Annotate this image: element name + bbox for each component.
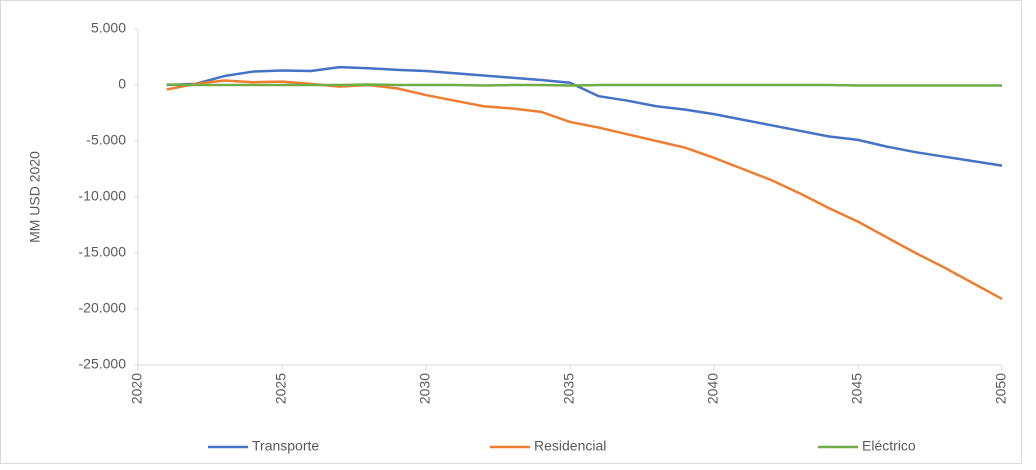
y-tick-label: -25.000 xyxy=(79,356,127,372)
line-series xyxy=(166,65,1003,167)
x-tick-label: 2050 xyxy=(993,373,1009,404)
x-tick-label: 2025 xyxy=(273,373,289,404)
y-tick-label: -10.000 xyxy=(79,188,127,204)
y-tick-label: 5.000 xyxy=(91,20,126,36)
x-tick-label: 2045 xyxy=(849,373,865,404)
y-tick-label: 0 xyxy=(118,76,126,92)
line-series xyxy=(166,79,1003,301)
y-axis-title: MM USD 2020 xyxy=(27,151,43,243)
x-tick-label: 2040 xyxy=(705,373,721,404)
legend-label: Residencial xyxy=(534,438,606,454)
chart-frame xyxy=(0,0,1022,464)
x-tick-label: 2035 xyxy=(561,373,577,404)
x-tick-label: 2030 xyxy=(417,373,433,404)
y-tick-label: -15.000 xyxy=(79,244,127,260)
y-tick-label: -5.000 xyxy=(86,132,126,148)
legend-label: Eléctrico xyxy=(862,438,916,454)
line-series xyxy=(166,83,1002,87)
legend-label: Transporte xyxy=(252,438,319,454)
x-tick-label: 2020 xyxy=(129,373,145,404)
y-tick-label: -20.000 xyxy=(79,300,127,316)
